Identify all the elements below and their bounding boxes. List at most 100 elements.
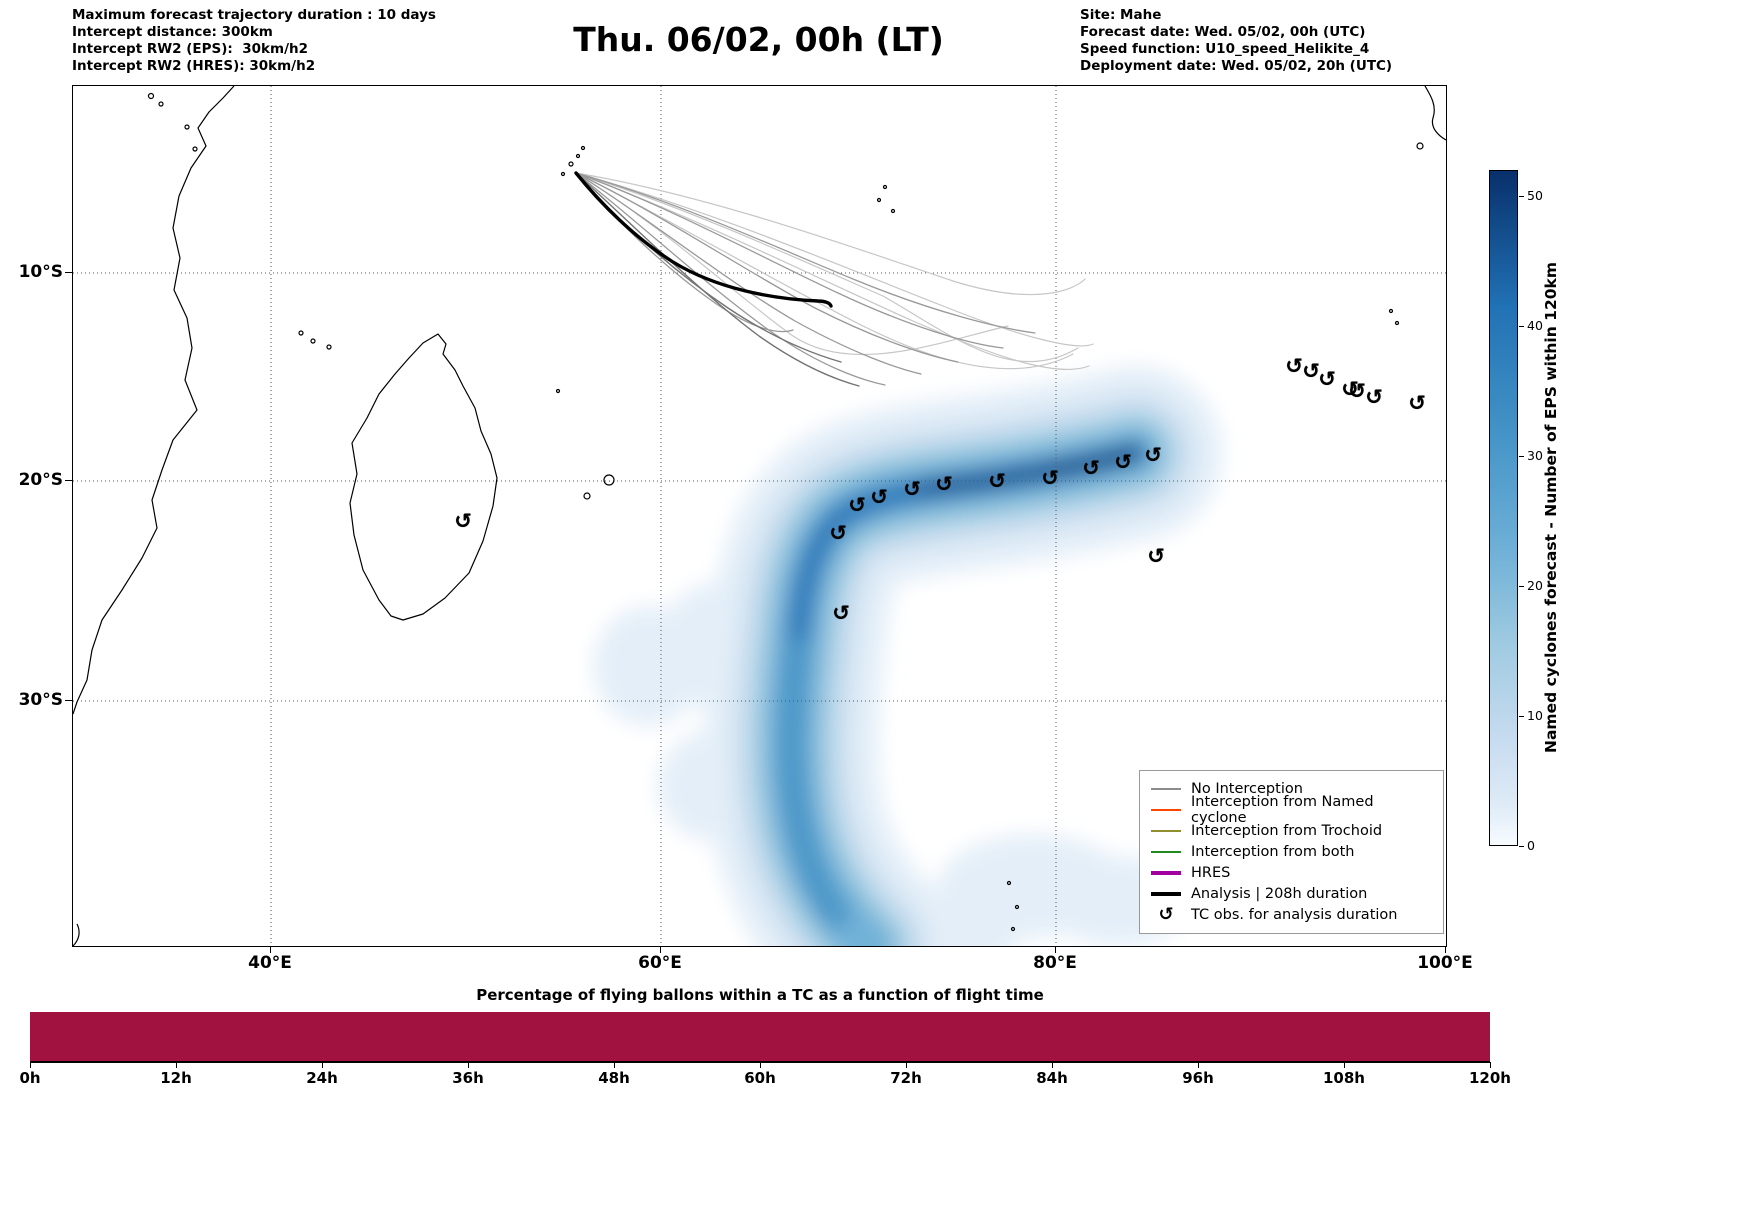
tc-symbol-icon: ↺	[1150, 903, 1182, 925]
intercept-distance-text: Intercept distance: 300km	[72, 24, 273, 40]
colorbar-tick-label: 50	[1527, 188, 1543, 203]
intercept-rw2-hres-text: Intercept RW2 (HRES): 30km/h2	[72, 58, 316, 74]
time-tick-mark	[176, 1062, 178, 1068]
time-tick-mark	[1490, 1062, 1492, 1068]
legend-item-4: HRES	[1150, 862, 1433, 883]
lon-tick-mark	[270, 946, 272, 953]
lat-tick-mark	[65, 272, 72, 274]
legend-item-label: Analysis | 208h duration	[1191, 885, 1368, 902]
lat-tick-label: 20°S	[18, 470, 63, 490]
analysis-trajectory	[574, 171, 833, 308]
bottom-chart-axis	[30, 1061, 1490, 1063]
lon-tick-label: 40°E	[248, 953, 292, 973]
figure-title: Thu. 06/02, 00h (LT)	[573, 20, 944, 59]
deployment-date-text: Deployment date: Wed. 05/02, 20h (UTC)	[1080, 58, 1393, 74]
madagascar-coastline	[349, 333, 498, 621]
time-tick-mark	[906, 1062, 908, 1068]
time-tick-mark	[322, 1062, 324, 1068]
site-text: Site: Mahe	[1080, 7, 1162, 23]
colorbar-tick-mark	[1519, 846, 1524, 848]
map-canvas	[73, 86, 1446, 946]
legend-item-2: Interception from Trochoid	[1150, 820, 1433, 841]
time-tick-label: 60h	[744, 1069, 776, 1087]
legend-item-label: HRES	[1191, 864, 1231, 881]
map-panel: ↺ ↺ ↺ ↺ ↺ ↺ ↺ ↺ ↺ ↺ ↺ ↺ ↺ ↺ ↺ ↺ ↺ ↺ ↺ ↺ No Interception Inte…	[72, 85, 1447, 947]
lon-tick-mark	[1055, 946, 1057, 953]
time-tick-mark	[614, 1062, 616, 1068]
lat-tick-label: 30°S	[18, 690, 63, 710]
time-tick-label: 96h	[1182, 1069, 1214, 1087]
time-tick-mark	[468, 1062, 470, 1068]
trajectory-lines	[574, 171, 1094, 387]
time-tick-label: 0h	[19, 1069, 41, 1087]
time-tick-label: 120h	[1469, 1069, 1511, 1087]
header-left-block: Maximum forecast trajectory duration : 1…	[72, 7, 436, 75]
balloon-percentage-bar	[30, 1012, 1490, 1061]
lat-tick-label: 10°S	[18, 262, 63, 282]
header-right-block: Site: Mahe Forecast date: Wed. 05/02, 00…	[1080, 7, 1392, 75]
colorbar-tick-mark	[1519, 456, 1524, 458]
lon-tick-label: 80°E	[1033, 953, 1077, 973]
legend-line-swatch	[1151, 808, 1181, 811]
legend-line-swatch	[1151, 891, 1181, 896]
colorbar-tick-label: 10	[1527, 708, 1543, 723]
legend-item-label: Interception from both	[1191, 843, 1355, 860]
time-tick-mark	[1344, 1062, 1346, 1068]
time-tick-mark	[1052, 1062, 1054, 1068]
legend-item-0: No Interception	[1150, 778, 1433, 799]
colorbar-tick-mark	[1519, 196, 1524, 198]
time-tick-label: 108h	[1323, 1069, 1365, 1087]
time-tick-mark	[1198, 1062, 1200, 1068]
coastlines	[73, 86, 1446, 946]
max-duration-text: Maximum forecast trajectory duration : 1…	[72, 7, 436, 23]
legend-item-6: ↺ TC obs. for analysis duration	[1150, 904, 1433, 925]
time-tick-label: 24h	[306, 1069, 338, 1087]
legend-line-sample	[1150, 829, 1182, 832]
time-tick-label: 84h	[1036, 1069, 1068, 1087]
legend-line-sample	[1150, 808, 1182, 811]
ne-coast-fragment	[1424, 86, 1446, 141]
legend-item-label: Interception from Named cyclone	[1191, 793, 1374, 826]
colorbar	[1489, 170, 1518, 846]
legend-line-swatch	[1151, 787, 1181, 790]
forecast-date-text: Forecast date: Wed. 05/02, 00h (UTC)	[1080, 24, 1366, 40]
time-tick-label: 12h	[160, 1069, 192, 1087]
lat-tick-mark	[65, 480, 72, 482]
legend-line-swatch	[1151, 829, 1181, 832]
colorbar-tick-label: 30	[1527, 448, 1543, 463]
legend-item-5: Analysis | 208h duration	[1150, 883, 1433, 904]
colorbar-tick-label: 0	[1527, 838, 1535, 853]
colorbar-tick-mark	[1519, 586, 1524, 588]
colorbar-tick-mark	[1519, 326, 1524, 328]
colorbar-title: Named cyclones forecast - Number of EPS …	[1542, 262, 1560, 754]
time-tick-label: 36h	[452, 1069, 484, 1087]
lon-tick-label: 60°E	[638, 953, 682, 973]
colorbar-tick-label: 20	[1527, 578, 1543, 593]
legend-line-swatch	[1151, 870, 1181, 875]
lon-tick-label: 100°E	[1417, 953, 1473, 973]
legend-item-label: TC obs. for analysis duration	[1191, 906, 1398, 923]
legend-line-sample	[1150, 787, 1182, 790]
legend-line-sample	[1150, 891, 1182, 896]
time-tick-label: 72h	[890, 1069, 922, 1087]
legend-item-label: Interception from Trochoid	[1191, 822, 1383, 839]
time-tick-mark	[760, 1062, 762, 1068]
legend-line-sample	[1150, 850, 1182, 853]
time-tick-label: 48h	[598, 1069, 630, 1087]
legend-item-label: No Interception	[1191, 780, 1303, 797]
bottom-chart-title: Percentage of flying ballons within a TC…	[476, 986, 1044, 1004]
intercept-rw2-eps-text: Intercept RW2 (EPS): 30km/h2	[72, 41, 308, 57]
lat-tick-mark	[65, 700, 72, 702]
legend-line-swatch	[1151, 850, 1181, 853]
colorbar-tick-label: 40	[1527, 318, 1543, 333]
legend-item-3: Interception from both	[1150, 841, 1433, 862]
lon-tick-mark	[1445, 946, 1447, 953]
map-legend: No Interception Interception from Named c…	[1139, 770, 1444, 934]
africa-coastline	[73, 86, 235, 715]
cyclone-icon: ↺	[1158, 903, 1174, 925]
lon-tick-mark	[660, 946, 662, 953]
colorbar-tick-mark	[1519, 716, 1524, 718]
time-tick-mark	[30, 1062, 32, 1068]
speed-function-text: Speed function: U10_speed_Helikite_4	[1080, 41, 1370, 57]
